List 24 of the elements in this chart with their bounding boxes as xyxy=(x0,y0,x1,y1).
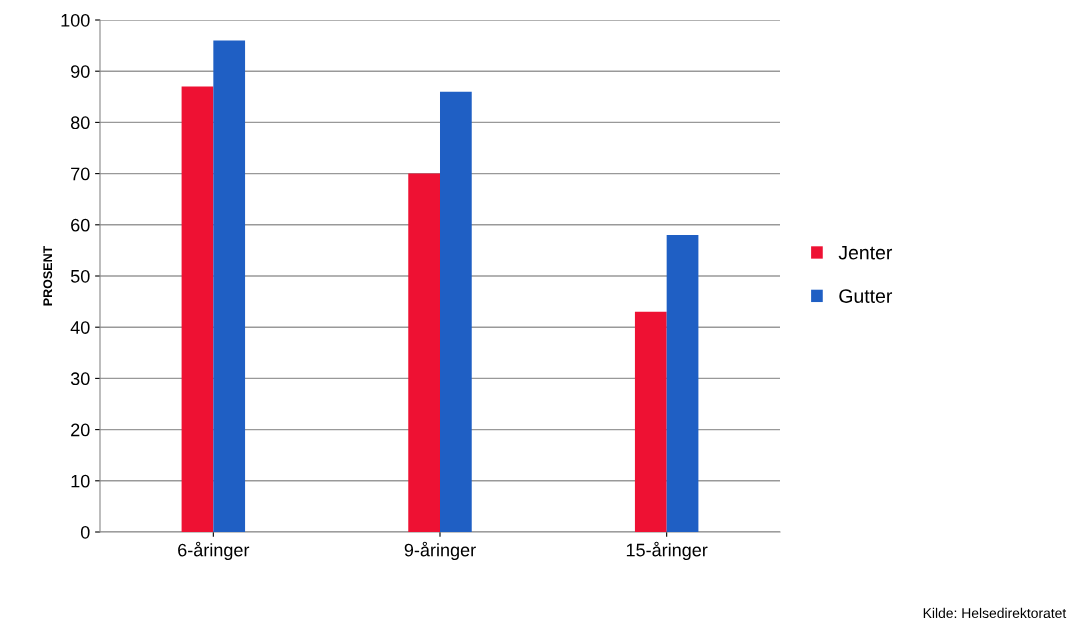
y-tick-label: 20 xyxy=(71,423,90,437)
x-tick-label: 6-åringer xyxy=(178,541,250,561)
bar xyxy=(181,86,214,532)
bar xyxy=(440,91,472,532)
y-tick-label: 70 xyxy=(71,167,90,181)
text: Kilde: Helsedirektoratet xyxy=(923,607,1067,619)
y-tick-label: 90 xyxy=(71,65,90,78)
y-tick-label: 10 xyxy=(71,474,90,488)
bar xyxy=(213,40,246,532)
y-tick-label: 0 xyxy=(80,525,90,539)
y-tick-label: 40 xyxy=(70,321,90,334)
y-tick-label: 60 xyxy=(71,218,90,232)
y-tick-label: 50 xyxy=(70,269,90,283)
legend-label: Gutter xyxy=(839,289,893,303)
y-tick-label: 100 xyxy=(61,13,90,27)
y-tick-label: 80 xyxy=(70,116,90,130)
bar xyxy=(666,235,699,532)
bar xyxy=(408,173,440,532)
x-tick-label: 15-åringer xyxy=(626,541,708,561)
y-axis-title: PROSENT xyxy=(43,245,53,306)
bar xyxy=(634,311,667,532)
y-tick-label: 30 xyxy=(70,372,90,386)
legend-label: Jenter xyxy=(838,245,893,260)
x-tick-label: 9-åringer xyxy=(404,541,476,561)
